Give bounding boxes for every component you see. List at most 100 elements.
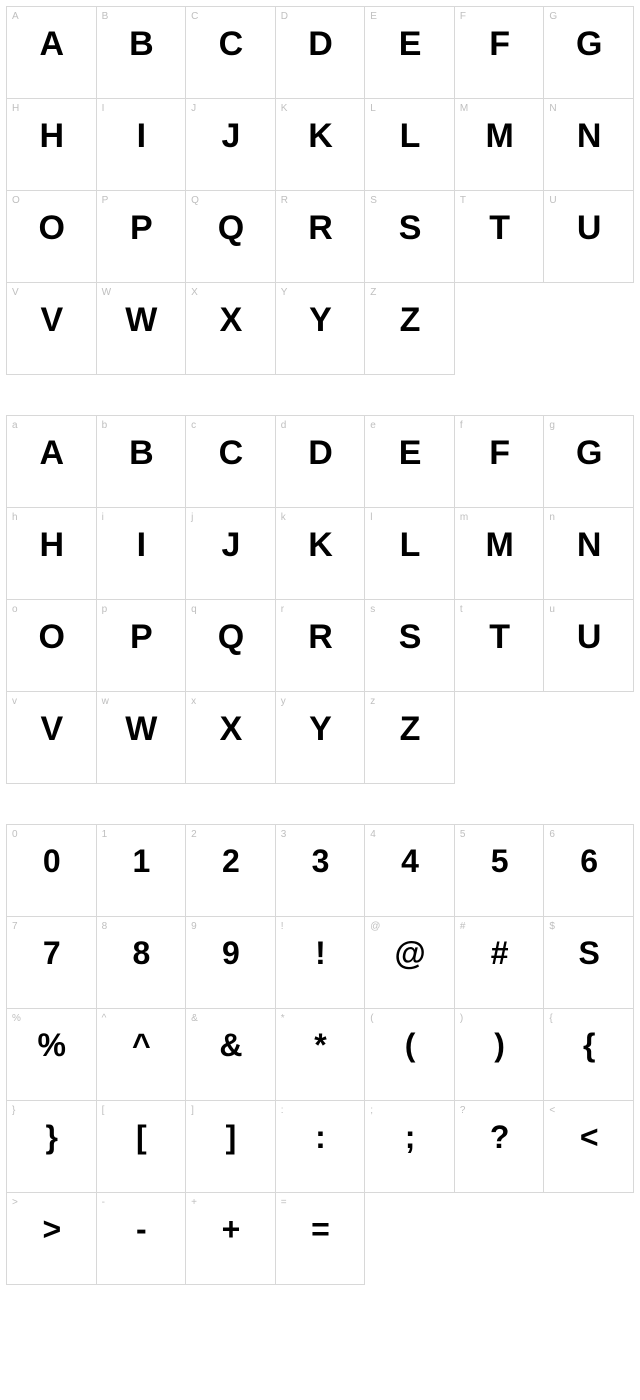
cell-glyph: E <box>365 27 454 61</box>
cell-glyph: 5 <box>455 845 544 877</box>
cell-glyph: O <box>7 620 96 654</box>
cell-label: c <box>191 420 196 431</box>
glyph-cell: yY <box>276 692 366 784</box>
cell-glyph: Z <box>365 712 454 746</box>
glyph-cell: 00 <box>7 825 97 917</box>
glyph-cell: RR <box>276 191 366 283</box>
cell-label: 2 <box>191 829 197 840</box>
glyph-cell: NN <box>544 99 634 191</box>
cell-glyph: X <box>186 712 275 746</box>
cell-glyph: X <box>186 303 275 337</box>
glyph-cell: kK <box>276 508 366 600</box>
cell-label: K <box>281 103 288 114</box>
cell-label: e <box>370 420 376 431</box>
cell-label: 9 <box>191 921 197 932</box>
cell-glyph: Y <box>276 303 365 337</box>
glyph-cell: AA <box>7 7 97 99</box>
glyph-cell: [[ <box>97 1101 187 1193</box>
cell-label: f <box>460 420 463 431</box>
cell-glyph: D <box>276 436 365 470</box>
cell-label: } <box>12 1105 15 1116</box>
cell-label: [ <box>102 1105 105 1116</box>
cell-label: + <box>191 1197 197 1208</box>
cell-label: y <box>281 696 286 707</box>
cell-label: # <box>460 921 466 932</box>
cell-glyph: 1 <box>97 845 186 877</box>
glyph-cell: !! <box>276 917 366 1009</box>
glyph-cell: SS <box>365 191 455 283</box>
cell-glyph: T <box>455 620 544 654</box>
cell-glyph: ] <box>186 1121 275 1153</box>
cell-glyph: S <box>365 620 454 654</box>
cell-label: w <box>102 696 109 707</box>
cell-glyph: ) <box>455 1029 544 1061</box>
glyph-cell: rR <box>276 600 366 692</box>
cell-glyph: Y <box>276 712 365 746</box>
glyph-grid: AABBCCDDEEFFGGHHIIJJKKLLMMNNOOPPQQRRSSTT… <box>6 6 634 375</box>
glyph-grid: aAbBcCdDeEfFgGhHiIjJkKlLmMnNoOpPqQrRsStT… <box>6 415 634 784</box>
cell-label: T <box>460 195 466 206</box>
glyph-cell: TT <box>455 191 545 283</box>
glyph-cell: LL <box>365 99 455 191</box>
cell-glyph: V <box>7 712 96 746</box>
cell-glyph: % <box>7 1029 96 1061</box>
glyph-cell: dD <box>276 416 366 508</box>
cell-label: 4 <box>370 829 376 840</box>
cell-glyph: U <box>544 211 633 245</box>
cell-label: $ <box>549 921 555 932</box>
empty-cell <box>544 283 634 375</box>
cell-label: k <box>281 512 286 523</box>
glyph-cell: 22 <box>186 825 276 917</box>
glyph-cell: 55 <box>455 825 545 917</box>
glyph-cell: iI <box>97 508 187 600</box>
glyph-cell: qQ <box>186 600 276 692</box>
cell-label: ? <box>460 1105 466 1116</box>
glyph-cell: hH <box>7 508 97 600</box>
glyph-cell: %% <box>7 1009 97 1101</box>
glyph-cell: lL <box>365 508 455 600</box>
cell-label: : <box>281 1105 284 1116</box>
cell-glyph: 3 <box>276 845 365 877</box>
glyph-cell: BB <box>97 7 187 99</box>
cell-label: { <box>549 1013 552 1024</box>
cell-label: 6 <box>549 829 555 840</box>
cell-label: I <box>102 103 105 114</box>
glyph-cell: $S <box>544 917 634 1009</box>
cell-glyph: O <box>7 211 96 245</box>
cell-label: V <box>12 287 19 298</box>
cell-label: Y <box>281 287 288 298</box>
glyph-cell: xX <box>186 692 276 784</box>
glyph-cell: 11 <box>97 825 187 917</box>
cell-label: ; <box>370 1105 373 1116</box>
glyph-cell: CC <box>186 7 276 99</box>
cell-label: D <box>281 11 288 22</box>
cell-label: F <box>460 11 466 22</box>
cell-label: 5 <box>460 829 466 840</box>
glyph-cell: fF <box>455 416 545 508</box>
cell-label: ^ <box>102 1013 107 1024</box>
cell-glyph: H <box>7 119 96 153</box>
cell-glyph: > <box>7 1213 96 1245</box>
glyph-cell: HH <box>7 99 97 191</box>
glyph-cell: WW <box>97 283 187 375</box>
glyph-cell: KK <box>276 99 366 191</box>
cell-label: d <box>281 420 287 431</box>
cell-glyph: ; <box>365 1121 454 1153</box>
glyph-cell: zZ <box>365 692 455 784</box>
glyph-cell: >> <box>7 1193 97 1285</box>
cell-glyph: J <box>186 119 275 153</box>
cell-glyph: E <box>365 436 454 470</box>
cell-glyph: 6 <box>544 845 633 877</box>
cell-label: p <box>102 604 108 615</box>
glyph-grid: 00112233445566778899!!@@##$S%%^^&&**(())… <box>6 824 634 1285</box>
glyph-cell: jJ <box>186 508 276 600</box>
cell-glyph: T <box>455 211 544 245</box>
glyph-cell: gG <box>544 416 634 508</box>
glyph-cell: sS <box>365 600 455 692</box>
cell-glyph: W <box>97 712 186 746</box>
cell-label: l <box>370 512 372 523</box>
cell-glyph: # <box>455 937 544 969</box>
cell-glyph: 0 <box>7 845 96 877</box>
glyph-cell: QQ <box>186 191 276 283</box>
cell-glyph: F <box>455 436 544 470</box>
